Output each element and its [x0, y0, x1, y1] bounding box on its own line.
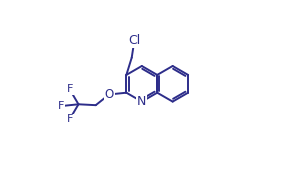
Text: N: N [137, 95, 146, 108]
Text: Cl: Cl [128, 34, 141, 47]
Text: F: F [66, 84, 73, 94]
Text: F: F [66, 114, 73, 124]
Text: F: F [58, 101, 64, 111]
Text: O: O [104, 88, 114, 101]
